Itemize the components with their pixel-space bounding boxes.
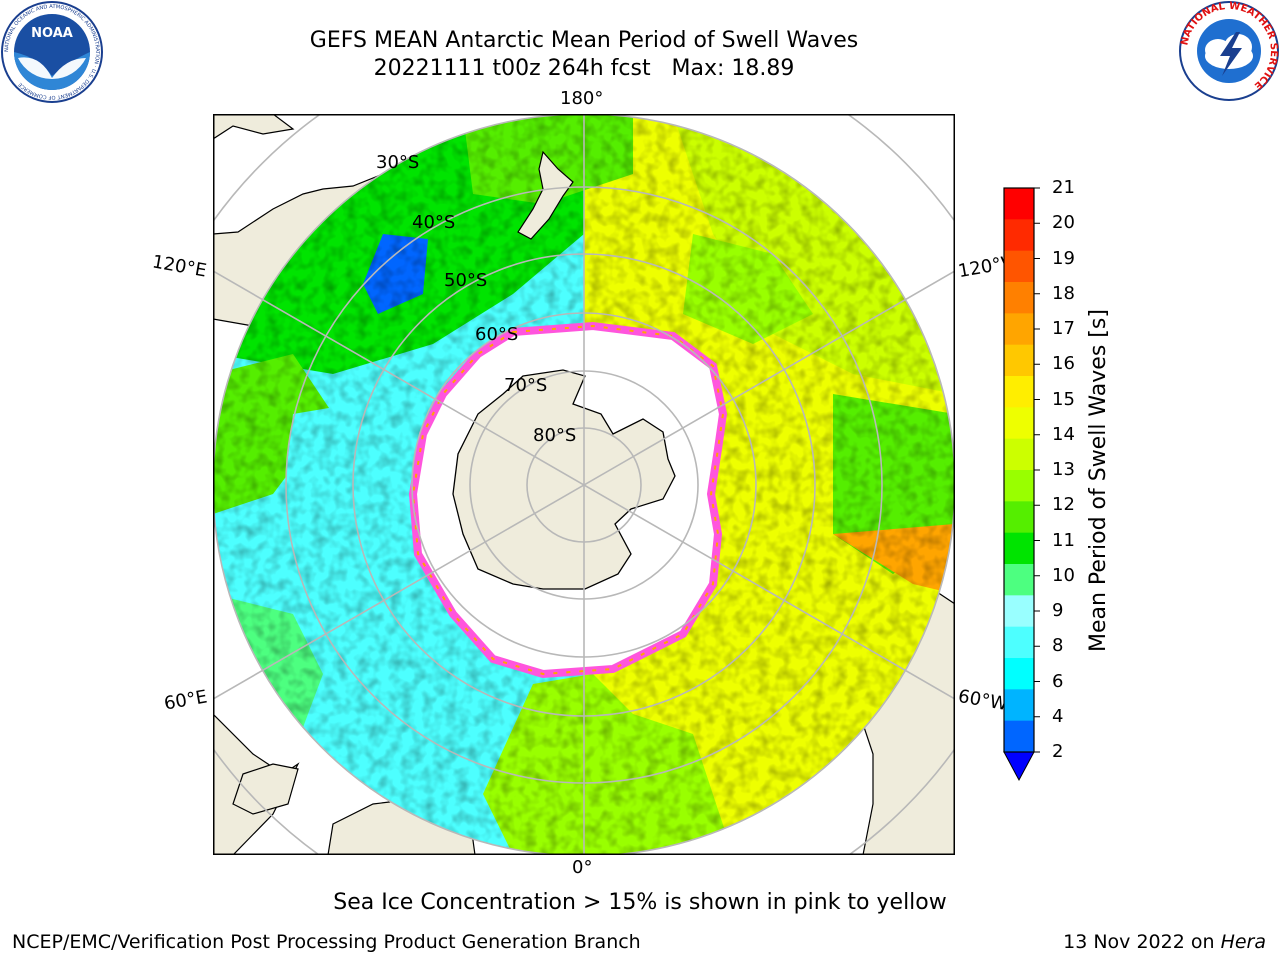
colorbar-segment: [1004, 188, 1034, 220]
sea-ice-note: Sea Ice Concentration > 15% is shown in …: [333, 890, 947, 915]
nws-logo: NATIONAL WEATHER SERVICE: [1179, 1, 1279, 101]
lon-label-60e: 60°E: [162, 686, 209, 715]
lat-label-50s: 50°S: [444, 270, 488, 291]
colorbar-segment: [1004, 219, 1034, 252]
antarctica-landmass: [452, 369, 676, 590]
lon-label-180: 180°: [560, 88, 604, 109]
polar-map: [213, 114, 955, 855]
colorbar-segment: [1004, 376, 1034, 408]
lon-label-120e: 120°E: [150, 251, 209, 282]
colorbar-label: Mean Period of Swell Waves [s]: [1086, 309, 1111, 652]
footer-credit: NCEP/EMC/Verification Post Processing Pr…: [12, 931, 641, 953]
colorbar-tick-label: 17: [1052, 318, 1075, 339]
colorbar-segment: [1004, 564, 1034, 596]
colorbar-tick-label: 15: [1052, 388, 1075, 410]
colorbar-segment: [1004, 438, 1034, 471]
noaa-logo-text: NOAA: [31, 26, 73, 41]
lat-label-70s: 70°S: [504, 375, 548, 396]
colorbar-tick-label: 12: [1052, 494, 1075, 516]
footer-date: 13 Nov 2022 on Hera: [1063, 931, 1266, 953]
colorbar-scale: [1003, 187, 1040, 782]
colorbar-segment: [1004, 344, 1034, 377]
colorbar-segment: [1004, 313, 1034, 346]
colorbar-tick-label: 8: [1052, 635, 1064, 657]
lat-label-80s: 80°S: [533, 425, 577, 446]
colorbar-segment: [1004, 626, 1034, 659]
noaa-logo: NATIONAL OCEANIC AND ATMOSPHERIC ADMINIS…: [1, 1, 103, 103]
colorbar-tick-label: 16: [1052, 353, 1075, 375]
colorbar-tick-label: 6: [1052, 670, 1064, 692]
lat-label-60s: 60°S: [475, 324, 519, 345]
colorbar-tick-label: 4: [1052, 705, 1064, 727]
colorbar-segment: [1004, 282, 1034, 314]
colorbar-segment: [1004, 689, 1034, 722]
colorbar: 21 20 19 18 17 16 15 14 13 12 11 10 9 8 6 4 2: [980, 177, 1140, 790]
colorbar-tick-label: 2: [1052, 741, 1064, 762]
colorbar-segment: [1004, 532, 1034, 565]
colorbar-tick-label: 19: [1052, 247, 1075, 269]
map-title: GEFS MEAN Antarctic Mean Period of Swell…: [309, 28, 859, 53]
colorbar-segment: [1004, 470, 1034, 502]
colorbar-segment: [1004, 720, 1034, 753]
lat-label-40s: 40°S: [412, 212, 456, 233]
colorbar-segment: [1004, 658, 1034, 690]
colorbar-tick-label: 9: [1052, 600, 1064, 621]
colorbar-segment: [1004, 501, 1034, 534]
footer-machine: Hera: [1220, 931, 1266, 953]
footer-date-text: 13 Nov 2022 on: [1063, 931, 1221, 953]
new-zealand: [517, 150, 574, 240]
colorbar-segment: [1004, 595, 1034, 628]
colorbar-tick-label: 14: [1052, 423, 1075, 445]
colorbar-segment: [1004, 407, 1034, 440]
colorbar-tick-label: 21: [1052, 177, 1075, 198]
colorbar-extend-arrow: [1003, 751, 1035, 782]
colorbar-tick-label: 20: [1052, 212, 1075, 234]
colorbar-tick-label: 18: [1052, 282, 1075, 304]
graticule: [213, 114, 955, 855]
lon-label-0: 0°: [572, 857, 593, 878]
colorbar-tick-label: 13: [1052, 459, 1075, 480]
lat-label-30s: 30°S: [376, 152, 420, 173]
colorbar-segment: [1004, 250, 1034, 283]
colorbar-tick-label: 10: [1052, 564, 1075, 586]
colorbar-tick-label: 11: [1052, 529, 1075, 551]
map-subtitle: 20221111 t00z 264h fcst Max: 18.89: [373, 56, 795, 81]
